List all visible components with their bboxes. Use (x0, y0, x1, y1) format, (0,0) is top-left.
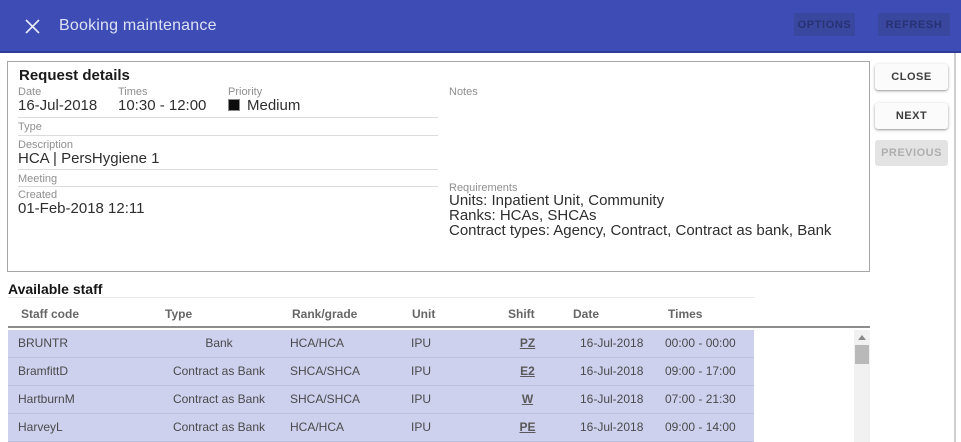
cell-times: 09:00 - 17:00 (665, 364, 736, 378)
column-header-date[interactable]: Date (573, 307, 600, 321)
cell-staff-code: HarveyL (18, 420, 63, 434)
cell-staff-code: BramfittD (18, 364, 69, 378)
cell-type: Contract as Bank (172, 392, 266, 406)
cell-unit: IPU (411, 392, 432, 406)
cell-rank-grade: SHCA/SHCA (290, 392, 361, 406)
table-scrollbar[interactable] (854, 330, 870, 442)
created-value: 01-Feb-2018 12:11 (18, 200, 145, 217)
field-underline (18, 135, 438, 136)
column-header-unit[interactable]: Unit (412, 307, 436, 321)
staff-table-body: BRUNTR Bank HCA/HCA IPU PZ 16-Jul-2018 0… (8, 330, 754, 442)
request-details-panel: Request details Date 16-Jul-2018 Times 1… (7, 61, 870, 272)
scroll-up-icon[interactable] (854, 330, 870, 344)
cell-date: 16-Jul-2018 (580, 420, 644, 434)
refresh-button[interactable]: REFRESH (878, 13, 950, 36)
requirements-units: Units: Inpatient Unit, Community (449, 192, 665, 209)
column-header-times[interactable]: Times (668, 307, 703, 321)
table-row[interactable]: HartburnM Contract as Bank SHCA/SHCA IPU… (8, 386, 754, 414)
shift-link[interactable]: PZ (519, 336, 536, 350)
options-button[interactable]: OPTIONS (794, 13, 855, 36)
available-staff-title: Available staff (8, 281, 103, 297)
table-row[interactable]: BramfittD Contract as Bank SHCA/SHCA IPU… (8, 358, 754, 386)
scrollbar-thumb[interactable] (855, 345, 869, 364)
column-header-rank-grade[interactable]: Rank/grade (292, 307, 358, 321)
cell-times: 07:00 - 21:30 (665, 392, 736, 406)
cell-staff-code: HartburnM (18, 392, 75, 406)
description-value: HCA | PersHygiene 1 (18, 150, 160, 167)
column-header-type[interactable]: Type (165, 307, 193, 321)
requirements-value: Units: Inpatient Unit, Community Ranks: … (449, 193, 831, 238)
date-label: Date (18, 86, 42, 98)
type-label: Type (18, 121, 42, 133)
cell-times: 09:00 - 14:00 (665, 420, 736, 434)
meeting-label: Meeting (18, 173, 58, 185)
priority-text: Medium (247, 97, 301, 114)
cell-date: 16-Jul-2018 (580, 392, 644, 406)
times-label: Times (118, 86, 148, 98)
cell-staff-code: BRUNTR (18, 336, 68, 350)
field-underline (18, 117, 438, 118)
request-details-title: Request details (19, 67, 130, 84)
cell-shift: PE (495, 414, 560, 441)
shift-link[interactable]: W (521, 392, 534, 406)
description-label: Description (18, 139, 74, 151)
created-label: Created (18, 189, 58, 201)
available-staff-divider (8, 297, 755, 298)
page-title: Booking maintenance (59, 17, 217, 34)
cell-shift: PZ (495, 330, 560, 357)
column-header-staff-code[interactable]: Staff code (21, 307, 80, 321)
cell-rank-grade: HCA/HCA (290, 336, 345, 350)
cell-rank-grade: HCA/HCA (290, 420, 345, 434)
priority-swatch-icon (228, 99, 240, 111)
cell-date: 16-Jul-2018 (580, 336, 644, 350)
table-row[interactable]: HarveyL Contract as Bank HCA/HCA IPU PE … (8, 414, 754, 442)
shift-link[interactable]: E2 (520, 364, 535, 378)
cell-type: Contract as Bank (172, 364, 266, 378)
cell-unit: IPU (411, 336, 432, 350)
cell-shift: E2 (495, 358, 560, 385)
table-row[interactable]: BRUNTR Bank HCA/HCA IPU PZ 16-Jul-2018 0… (8, 330, 754, 358)
next-button[interactable]: NEXT (875, 103, 948, 129)
cell-date: 16-Jul-2018 (580, 364, 644, 378)
date-value: 16-Jul-2018 (18, 97, 98, 114)
column-header-shift[interactable]: Shift (508, 307, 535, 321)
cell-times: 00:00 - 00:00 (665, 336, 736, 350)
cell-type: Bank (205, 336, 233, 350)
requirements-contract-types: Contract types: Agency, Contract, Contra… (449, 222, 832, 239)
staff-table-header: Staff code Type Rank/grade Unit Shift Da… (8, 303, 870, 328)
cell-type: Contract as Bank (172, 420, 266, 434)
page-right-border (954, 53, 956, 442)
cell-rank-grade: SHCA/SHCA (290, 364, 361, 378)
times-value: 10:30 - 12:00 (118, 97, 207, 114)
notes-label: Notes (449, 86, 478, 98)
priority-value: Medium (228, 97, 300, 114)
cell-shift: W (495, 386, 560, 413)
field-underline (18, 169, 438, 170)
shift-link[interactable]: PE (519, 420, 536, 434)
requirements-ranks: Ranks: HCAs, SHCAs (449, 207, 597, 224)
cell-unit: IPU (411, 364, 432, 378)
cell-unit: IPU (411, 420, 432, 434)
close-button[interactable]: CLOSE (875, 64, 948, 90)
close-icon[interactable] (24, 18, 41, 35)
field-underline (18, 186, 438, 187)
titlebar: Booking maintenance OPTIONS REFRESH (0, 0, 961, 53)
previous-button[interactable]: PREVIOUS (875, 140, 948, 166)
priority-label: Priority (228, 86, 263, 98)
requirements-label: Requirements (449, 182, 518, 194)
